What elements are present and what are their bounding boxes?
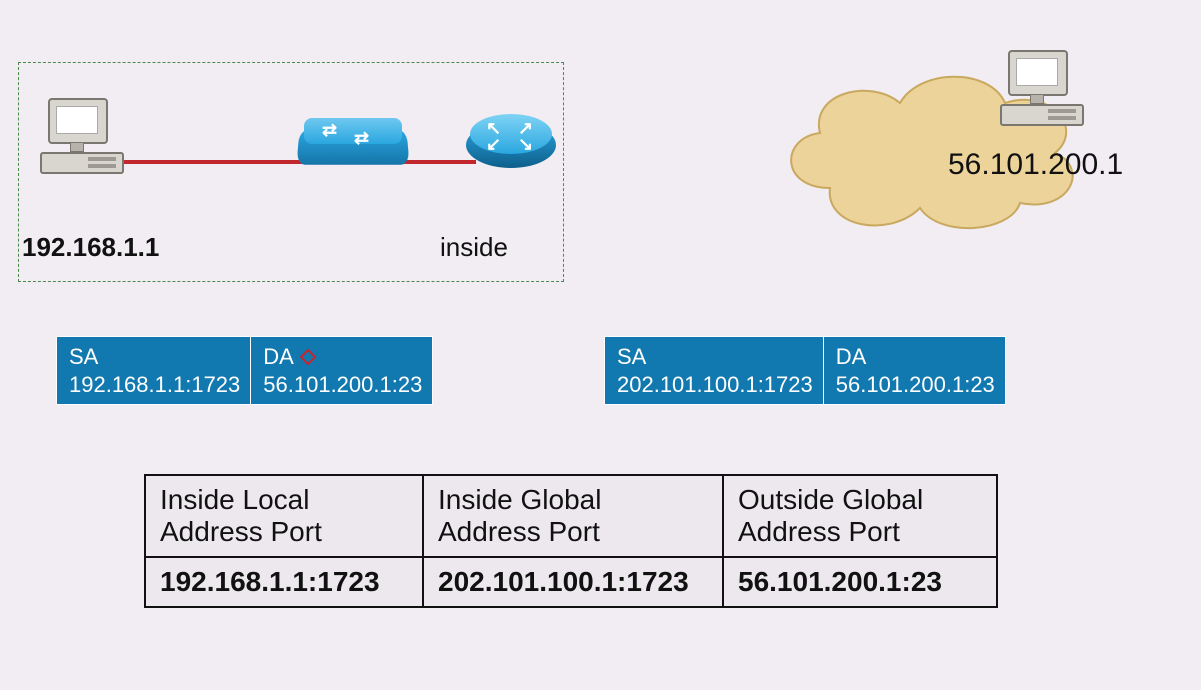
diagram-canvas: ⇄ ⇄ ↖ ↗ ↙ ↘ 192.168.1.1 inside 56.101.20…: [0, 0, 1201, 690]
inside-text-label: inside: [440, 232, 508, 263]
packet-right-sa-cell: SA 202.101.100.1:1723: [605, 337, 824, 405]
inside-ip-label: 192.168.1.1: [22, 232, 159, 263]
router-icon: ↖ ↗ ↙ ↘: [466, 110, 556, 182]
packet-right-da-value: 56.101.200.1:23: [836, 372, 995, 397]
nat-cell-inside-global: 202.101.100.1:1723: [423, 557, 723, 607]
packet-table-left: SA 192.168.1.1:1723 DA 56.101.200.1:23: [56, 336, 433, 405]
marker-icon: [299, 348, 316, 365]
packet-right-da-header: DA: [836, 343, 867, 371]
nat-header-outside-global: Outside Global Address Port: [723, 475, 997, 557]
nat-cell-outside-global: 56.101.200.1:23: [723, 557, 997, 607]
computer-inside-icon: [40, 98, 120, 188]
computer-outside-icon: [1000, 50, 1080, 140]
packet-left-sa-cell: SA 192.168.1.1:1723: [57, 337, 251, 405]
nat-cell-inside-local: 192.168.1.1:1723: [145, 557, 423, 607]
packet-left-sa-value: 192.168.1.1:1723: [69, 372, 240, 397]
packet-table-right: SA 202.101.100.1:1723 DA 56.101.200.1:23: [604, 336, 1006, 405]
nat-header-inside-global: Inside Global Address Port: [423, 475, 723, 557]
nat-header-inside-local: Inside Local Address Port: [145, 475, 423, 557]
wire-switch-router: [400, 160, 476, 164]
packet-right-da-cell: DA 56.101.200.1:23: [823, 337, 1005, 405]
packet-left-da-header: DA: [263, 343, 294, 371]
packet-left-da-value: 56.101.200.1:23: [263, 372, 422, 397]
packet-left-da-cell: DA 56.101.200.1:23: [251, 337, 433, 405]
packet-right-sa-header: SA: [617, 343, 646, 371]
outside-ip-label: 56.101.200.1: [948, 148, 1123, 182]
packet-left-sa-header: SA: [69, 343, 98, 371]
packet-right-sa-value: 202.101.100.1:1723: [617, 372, 813, 397]
wire-pc-switch: [116, 160, 308, 164]
nat-translation-table: Inside Local Address Port Inside Global …: [144, 474, 998, 608]
switch-icon: ⇄ ⇄: [298, 118, 408, 178]
